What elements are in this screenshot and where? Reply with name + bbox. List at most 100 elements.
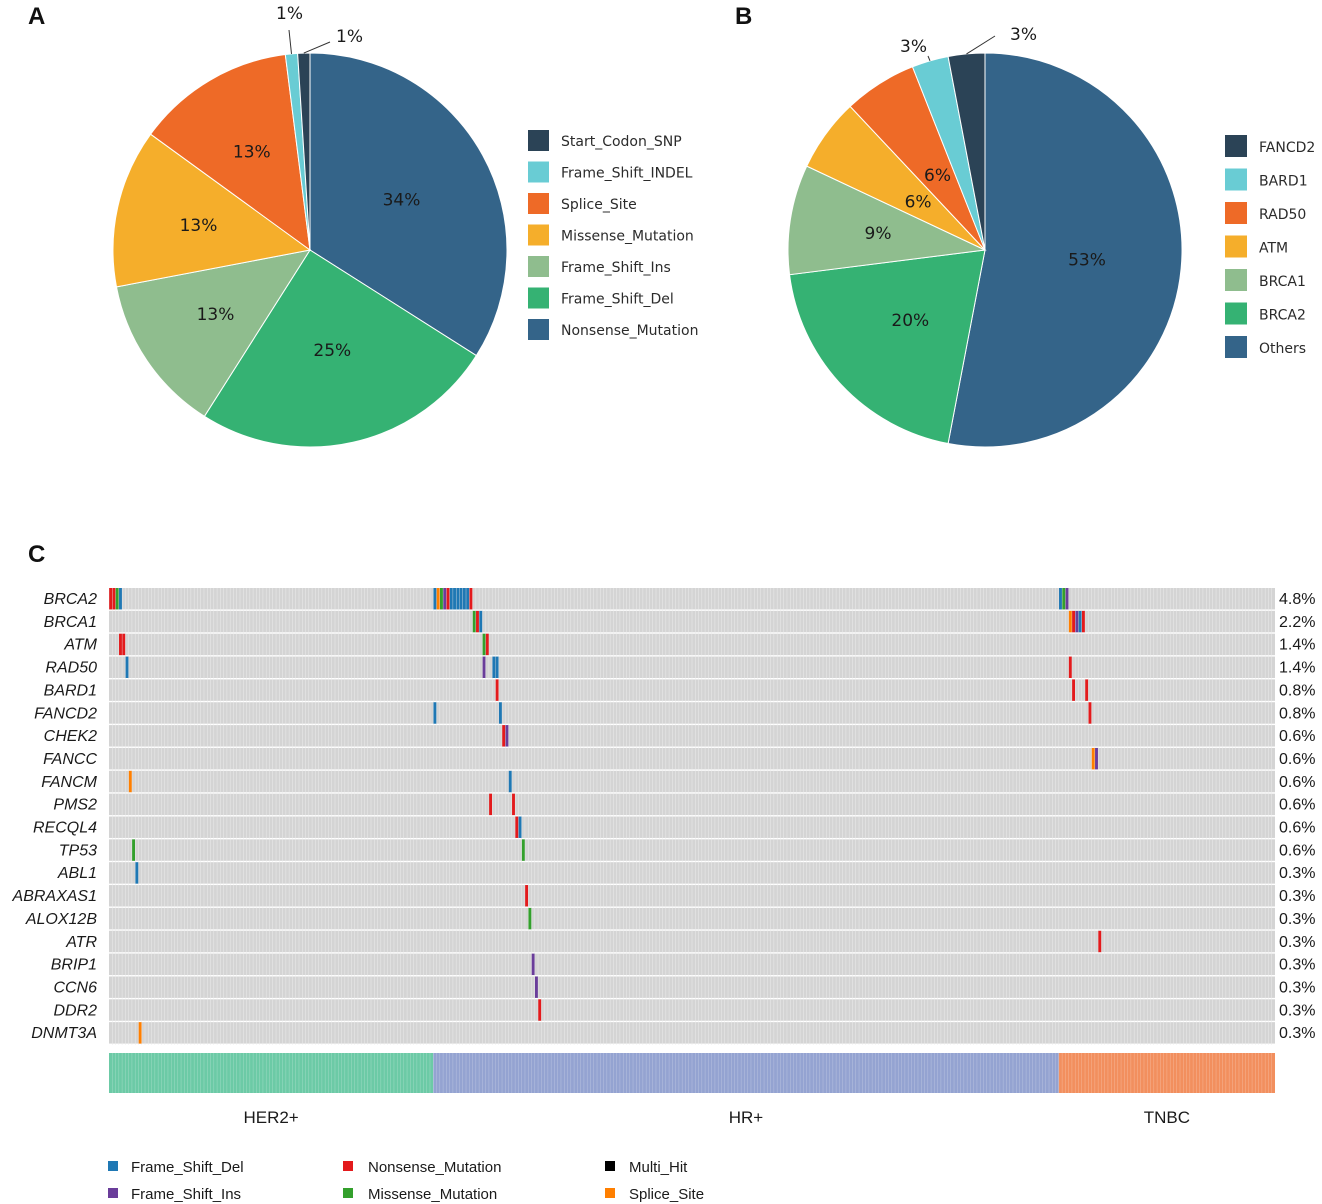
mutation-brca2-frame-shift-del [433,588,437,610]
gene-freq-fancd2: 0.8% [1279,705,1315,722]
mutation-atm-nonsense-mutation [119,633,122,656]
legend-label-missense-mutation: Missense_Mutation [561,229,694,245]
mutation-bard1-nonsense-mutation [495,679,499,701]
gene-label-abraxas1: ABRAXAS1 [12,888,97,905]
gene-label-rad50: RAD50 [45,660,97,677]
mutation-brca2-nonsense-mutation [469,588,473,610]
legend-swatch-frame-shift-indel [528,161,549,183]
panel-letter-b: B [735,3,752,30]
mutation-brca2-nonsense-mutation [109,588,113,610]
callout-line-frame-shift-indel [288,29,292,54]
mutation-brca1-frame-shift-ins [1075,610,1079,633]
legend-swatch-fancd2 [1225,135,1247,157]
legend-swatch-rad50 [1225,202,1247,224]
legend-label-frame-shift-ins: Frame_Shift_Ins [131,1186,241,1203]
legend-label-brca1: BRCA1 [1259,274,1306,290]
gene-freq-alox12b: 0.3% [1279,911,1315,928]
group-bar-hr [433,1053,1059,1093]
mutation-bard1-nonsense-mutation [1072,679,1076,701]
pie-label-others: 53% [1068,251,1106,271]
mutation-fancm-splice-site [128,770,132,793]
legend-label-brca2: BRCA2 [1259,308,1306,324]
pie-slice-nonsense-mutation [309,52,508,357]
panel-letter-a: A [28,3,45,30]
pie-chart-a: 34% 25% 13% 13% 13% 1% 1% [112,4,508,448]
legend-swatch-missense-mutation [343,1188,353,1198]
legend-swatch-splice-site [605,1188,615,1198]
gene-freq-fancc: 0.6% [1279,751,1315,768]
gene-freq-chek2: 0.6% [1279,728,1315,745]
legend-label-frame-shift-indel: Frame_Shift_INDEL [561,166,693,182]
pie-slice-others [947,52,1183,448]
mutation-brca2-nonsense-mutation [112,588,116,610]
mutation-fancm-frame-shift-del [508,770,512,793]
gene-label-tp53: TP53 [59,842,97,859]
legend-label-nonsense-mutation: Nonsense_Mutation [368,1159,501,1176]
pie-label-splice-site: 13% [233,143,271,163]
mutation-brca1-nonsense-mutation [1081,610,1085,633]
pie-label-frame-shift-del: 25% [313,341,351,361]
legend-label-fancd2: FANCD2 [1259,140,1315,156]
mutation-chek2-nonsense-mutation [502,725,506,747]
mutation-fancd2-frame-shift-del [498,702,502,724]
mutation-fancc-frame-shift-ins [1095,747,1098,770]
legend-label-splice-site: Splice_Site [561,197,637,213]
legend-swatch-frame-shift-del [108,1161,118,1171]
legend-swatch-brca2 [1225,302,1247,325]
group-label-hr: HR+ [729,1108,764,1127]
mutation-tp53-missense-mutation [132,839,136,861]
callout-line-fancd2 [966,35,996,55]
legend-label-frame-shift-del: Frame_Shift_Del [561,292,674,308]
mutation-brca1-nonsense-mutation [1072,610,1076,633]
gene-label-brip1: BRIP1 [51,957,97,974]
panel-letter-c: C [28,541,45,568]
gene-label-bard1: BARD1 [44,682,97,699]
legend-label-others: Others [1259,341,1306,357]
mutation-brca2-frame-shift-del [456,588,460,610]
mutation-brca1-frame-shift-del [1078,610,1082,633]
pie-label-fancd2: 3% [1010,25,1037,45]
pie-slice-missense-mutation [112,133,312,288]
gene-freq-recql4: 0.6% [1279,820,1315,837]
mutation-brca2-frame-shift-ins [443,588,447,610]
gene-freq-bard1: 0.8% [1279,682,1315,699]
mutation-legend: Frame_Shift_Del Frame_Shift_Ins Nonsense_M… [108,1159,704,1203]
gene-freq-ccn6: 0.3% [1279,980,1315,997]
mutation-rad50-nonsense-mutation [1068,656,1072,678]
pie-label-nonsense-mutation: 34% [383,191,421,211]
pie-label-bard1: 3% [900,37,927,57]
pie-slice-fancd2 [947,52,986,251]
mutation-brca1-nonsense-mutation [476,610,479,633]
mutation-recql4-frame-shift-del [518,816,522,838]
mutation-ccn6-frame-shift-ins [534,976,538,998]
gene-label-brca1: BRCA1 [44,614,97,631]
mutation-brca2-frame-shift-del [462,588,466,610]
mutation-brca2-frame-shift-del [459,588,463,610]
legend-swatch-frame-shift-ins [108,1188,118,1198]
callout-line-bard1 [927,55,931,61]
gene-freq-abraxas1: 0.3% [1279,888,1315,905]
mutation-brca2-frame-shift-del [119,588,122,610]
mutation-abl1-frame-shift-del [135,862,139,884]
pie-label-brca1: 9% [865,224,892,244]
legend-label-atm: ATM [1259,241,1288,257]
legend-label-splice-site: Splice_Site [629,1186,704,1203]
mutation-pms2-nonsense-mutation [512,793,515,816]
gene-label-ccn6: CCN6 [53,980,97,997]
legend-swatch-nonsense-mutation [343,1161,353,1171]
pie-legend-a: Start_Codon_SNP Frame_Shift_INDEL Splice_S… [528,130,698,340]
gene-label-fancm: FANCM [41,774,97,791]
mutation-brca1-missense-mutation [472,610,476,633]
mutation-rad50-frame-shift-del [125,656,129,678]
mutation-dnmt3a-splice-site [138,1022,142,1044]
gene-label-brca2: BRCA2 [44,591,97,608]
mutation-pms2-nonsense-mutation [489,793,493,816]
mutation-brca1-splice-site [1068,610,1072,633]
legend-label-missense-mutation: Missense_Mutation [368,1186,497,1203]
pie-slice-frame-shift-del [203,249,478,448]
gene-freq-ddr2: 0.3% [1279,1002,1315,1019]
pie-label-atm: 6% [905,192,932,212]
group-label-her2: HER2+ [243,1108,298,1127]
pie-slice-brca2 [788,249,986,445]
